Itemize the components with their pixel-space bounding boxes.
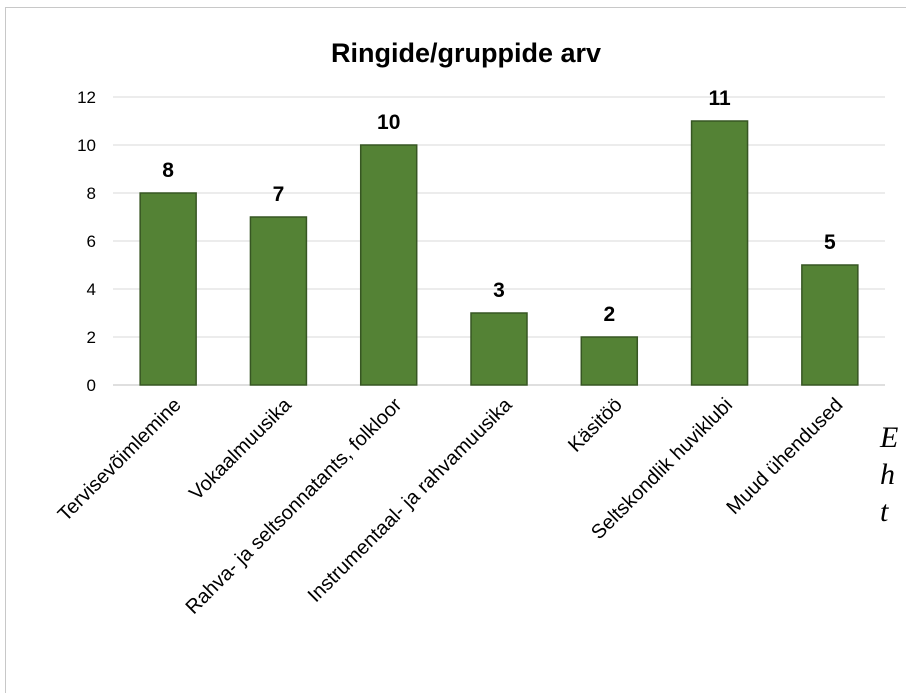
x-tick-label: Käsitöö [564,394,627,457]
y-tick-label: 0 [87,376,96,395]
y-tick-label: 2 [87,328,96,347]
data-label: 2 [603,303,615,326]
x-tick-label: Vokaalmuusika [185,393,296,504]
data-label: 5 [824,231,836,254]
x-tick-label: Rahva- ja seltsonnatants, folkloor [182,394,407,619]
data-label: 10 [377,111,400,134]
data-label: 8 [162,159,174,182]
bar [580,336,639,386]
x-tick-label: Tervisevõimlemine [54,394,186,526]
data-label: 11 [708,87,731,110]
bar [801,264,859,386]
bar [359,144,418,386]
side-text-line-1: E [880,421,899,454]
x-tick-label: Instrumentaal- ja rahvamuusika [304,393,517,606]
data-label: 3 [493,279,505,302]
bar [690,120,749,386]
bar [139,192,197,386]
data-label: 7 [273,183,285,206]
y-tick-label: 12 [77,88,96,107]
y-tick-label: 10 [77,136,96,155]
x-tick-label: Muud ühendused [723,394,848,519]
y-tick-label: 8 [87,184,96,203]
chart-title: Ringide/gruppide arv [331,38,601,68]
y-tick-label: 6 [87,232,96,251]
chart-frame [5,7,906,693]
side-text-line-3: t [880,495,889,528]
bar [249,216,308,386]
side-text-line-2: h [880,458,895,491]
y-tick-label: 4 [87,280,96,299]
bar [470,312,528,386]
